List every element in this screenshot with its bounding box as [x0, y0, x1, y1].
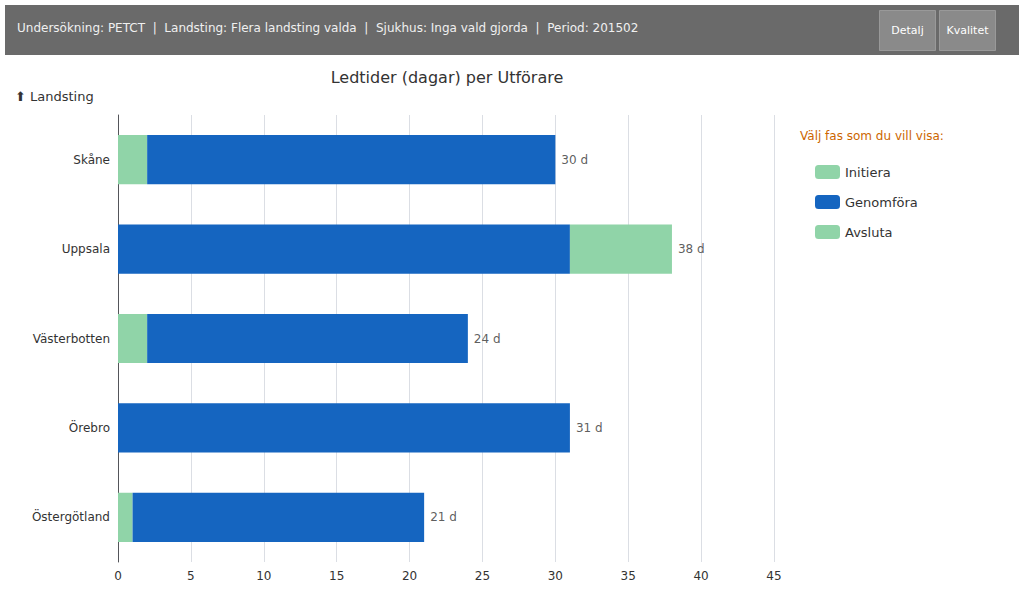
svg-text:Skåne: Skåne: [73, 153, 110, 167]
svg-text:20: 20: [402, 569, 417, 583]
svg-text:⬆ Landsting: ⬆ Landsting: [15, 89, 94, 104]
svg-text:Undersökning: PETCT | Landst: Undersökning: PETCT | Landsting: Flera l…: [17, 21, 638, 35]
svg-text:30: 30: [548, 569, 563, 583]
svg-text:21 d: 21 d: [430, 510, 457, 524]
svg-text:Kvalitet: Kvalitet: [947, 24, 990, 37]
svg-text:Detalj: Detalj: [891, 24, 923, 37]
svg-text:40: 40: [693, 569, 708, 583]
svg-text:Genomföra: Genomföra: [845, 195, 918, 210]
svg-text:Östergötland: Östergötland: [32, 508, 110, 524]
svg-text:15: 15: [329, 569, 344, 583]
svg-text:35: 35: [621, 569, 636, 583]
svg-text:0: 0: [114, 569, 122, 583]
svg-text:25: 25: [475, 569, 490, 583]
svg-text:5: 5: [187, 569, 195, 583]
svg-text:Västerbotten: Västerbotten: [33, 332, 110, 346]
svg-text:45: 45: [766, 569, 781, 583]
svg-text:Uppsala: Uppsala: [62, 242, 110, 256]
svg-text:10: 10: [256, 569, 271, 583]
svg-text:31 d: 31 d: [576, 421, 603, 435]
svg-text:Örebro: Örebro: [69, 419, 110, 435]
svg-text:24 d: 24 d: [474, 332, 501, 346]
svg-text:30 d: 30 d: [561, 153, 588, 167]
svg-text:Ledtider (dagar) per Utförare: Ledtider (dagar) per Utförare: [331, 68, 564, 87]
svg-text:Välj fas som du vill visa:: Välj fas som du vill visa:: [800, 129, 944, 143]
svg-text:38 d: 38 d: [678, 242, 705, 256]
svg-text:Avsluta: Avsluta: [845, 225, 893, 240]
svg-text:Initiera: Initiera: [845, 165, 891, 180]
